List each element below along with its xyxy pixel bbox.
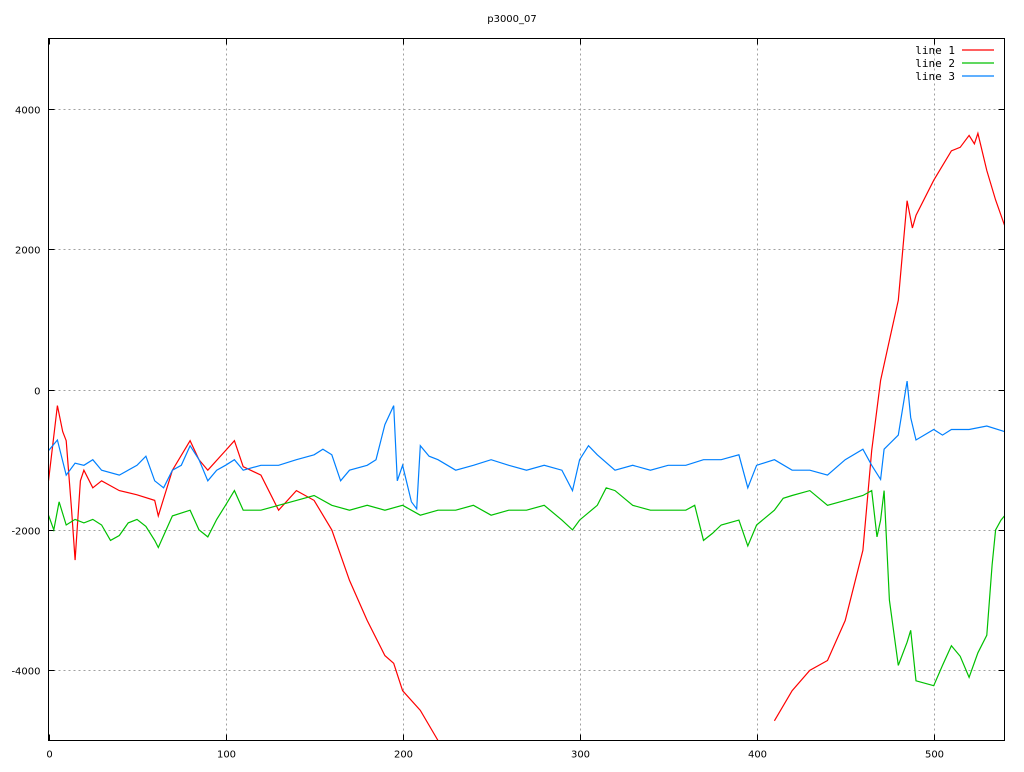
- y-tick-label: -2000: [11, 527, 40, 538]
- legend-label: line 2: [915, 57, 955, 70]
- x-tick-label: 300: [571, 750, 590, 761]
- series-group: [49, 131, 1005, 741]
- x-tick-label: 100: [217, 750, 236, 761]
- y-tick-label: 2000: [15, 246, 40, 257]
- grid: [48, 38, 1005, 741]
- x-tick-label: 500: [925, 750, 944, 761]
- series-line-3: [49, 381, 1005, 511]
- x-tick-label: 400: [748, 750, 767, 761]
- plot-border: [48, 38, 1005, 741]
- y-tick-label: -4000: [11, 667, 40, 678]
- series-line-2: [49, 487, 1005, 687]
- y-tick-label: 4000: [15, 106, 40, 117]
- legend-label: line 1: [915, 44, 955, 57]
- axis-ticks: 0 100 200 300 400 500 -4000 -2000 0 2000 4000: [11, 38, 1005, 761]
- x-tick-label: 0: [46, 750, 52, 761]
- x-tick-label: 200: [394, 750, 413, 761]
- legend-label: line 3: [915, 70, 955, 83]
- y-tick-label: 0: [34, 387, 40, 398]
- chart-title: p3000_07: [487, 14, 537, 25]
- series-line-1: [49, 131, 1005, 741]
